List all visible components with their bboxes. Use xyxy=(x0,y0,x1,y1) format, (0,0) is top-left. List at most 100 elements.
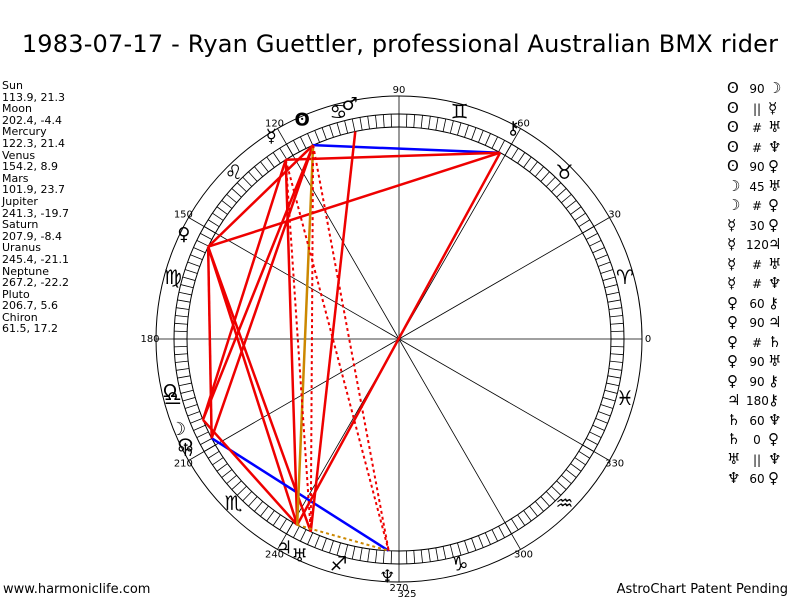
degree-tick xyxy=(511,518,519,531)
aspect-line xyxy=(309,145,315,532)
zodiac-sign-glyph: ♓ xyxy=(616,386,634,410)
degree-tick xyxy=(523,510,532,522)
aspect-type: 60 xyxy=(749,472,765,486)
degree-tick xyxy=(604,284,618,289)
degree-tick xyxy=(574,457,586,466)
degree-tick xyxy=(491,136,498,149)
degree-tick xyxy=(598,411,611,417)
planet-coords-neptune: 267.2, -22.2 xyxy=(2,276,69,290)
degree-tick xyxy=(300,136,307,149)
aspect-planet-2: ♅ xyxy=(768,176,782,195)
degree-tick xyxy=(435,117,439,131)
degree-tick xyxy=(556,188,567,198)
degree-label: 150 xyxy=(174,210,193,221)
zodiac-sign-glyph: ♊ xyxy=(451,99,469,123)
degree-tick xyxy=(336,122,341,136)
aspect-row: ♀ 90 ♃ xyxy=(727,313,781,333)
aspect-line xyxy=(206,246,312,533)
degree-tick xyxy=(351,118,356,132)
aspect-row: ☿ 120♃ xyxy=(727,235,781,255)
degree-tick xyxy=(565,469,577,478)
degree-tick xyxy=(375,115,378,129)
aspect-planet-1: ♀ xyxy=(727,332,738,351)
degree-tick xyxy=(442,118,447,132)
aspect-line xyxy=(210,437,390,552)
planet-coords-moon: 202.4, -4.4 xyxy=(2,113,62,127)
degree-tick xyxy=(367,548,370,562)
planet-name-mercury: Mercury xyxy=(2,125,47,139)
degree-tick xyxy=(428,116,431,130)
aspect-row: ☿ # ♅ xyxy=(727,255,781,275)
degree-tick xyxy=(457,122,462,136)
degree-tick xyxy=(314,535,320,548)
degree-tick xyxy=(585,233,598,240)
zodiac-sign-glyph: ♋ xyxy=(329,99,347,123)
degree-tick xyxy=(176,307,190,310)
degree-tick xyxy=(464,124,469,138)
degree-tick xyxy=(413,550,416,564)
degree-tick xyxy=(182,276,196,281)
degree-tick xyxy=(498,525,505,538)
degree-tick xyxy=(184,404,198,409)
planet-name-sun: Sun xyxy=(2,79,23,92)
planet-glyph-moon: ☽ xyxy=(170,419,186,440)
zodiac-sign-glyph: ♈ xyxy=(616,265,634,289)
degree-tick xyxy=(565,200,577,209)
aspect-planet-1: ♀ xyxy=(727,352,738,370)
degree-tick xyxy=(420,549,423,563)
degree-tick xyxy=(266,156,275,168)
degree-tick xyxy=(226,194,237,204)
degree-tick xyxy=(359,117,363,131)
degree-tick xyxy=(180,284,194,289)
planet-glyph-neptune: ♆ xyxy=(379,567,395,588)
degree-tick xyxy=(200,233,213,240)
planet-coords-saturn: 207.9, -8.4 xyxy=(2,229,62,243)
degree-tick xyxy=(517,514,526,526)
planet-coords-mercury: 122.3, 21.4 xyxy=(2,136,65,150)
aspect-line xyxy=(207,246,213,439)
aspect-type: 90 xyxy=(749,374,765,389)
aspect-planet-2: ♀ xyxy=(768,196,779,214)
degree-tick xyxy=(602,276,616,281)
aspect-type: # xyxy=(751,257,763,272)
aspect-row: ʘ # ♆ xyxy=(727,138,781,158)
degree-tick xyxy=(413,114,416,128)
planet-name-mars: Mars xyxy=(2,171,29,185)
planet-name-moon: Moon xyxy=(2,102,32,116)
degree-tick xyxy=(242,491,253,502)
aspect-line xyxy=(309,131,357,532)
aspect-line xyxy=(312,144,390,551)
degree-tick xyxy=(595,418,608,424)
planet-glyph-chiron: ⚷ xyxy=(506,118,519,139)
degree-tick xyxy=(484,133,491,146)
degree-tick xyxy=(231,188,242,198)
degree-tick xyxy=(556,480,567,490)
aspect-planet-2: ♀ xyxy=(768,215,779,234)
degree-tick xyxy=(491,529,498,542)
aspect-line xyxy=(284,159,390,552)
aspect-type: 90 xyxy=(749,316,765,330)
aspect-planet-2: ♀ xyxy=(768,157,779,175)
degree-tick xyxy=(212,457,224,466)
aspect-type: # xyxy=(751,199,763,213)
aspect-planet-2: ♃ xyxy=(768,313,782,331)
degree-tick xyxy=(428,548,431,562)
aspect-line xyxy=(285,151,501,162)
aspect-planet-2: ♆ xyxy=(768,137,782,156)
degree-tick xyxy=(523,156,532,168)
degree-tick xyxy=(254,501,264,512)
planet-glyph-jupiter: ♃ xyxy=(276,538,292,559)
degree-tick xyxy=(175,360,189,363)
aspect-planet-1: ʘ xyxy=(727,157,739,175)
degree-tick xyxy=(602,397,616,402)
planet-name-neptune: Neptune xyxy=(2,264,50,278)
degree-tick xyxy=(551,182,562,193)
aspect-planet-1: ʘ xyxy=(727,98,739,117)
degree-tick xyxy=(260,505,269,517)
aspect-line xyxy=(206,246,299,526)
degree-tick xyxy=(585,438,598,445)
aspect-planet-1: ♀ xyxy=(727,371,738,390)
aspect-row: ʘ 90 ♀ xyxy=(727,157,781,177)
degree-tick xyxy=(511,147,519,160)
aspect-type: 180 xyxy=(746,394,769,408)
